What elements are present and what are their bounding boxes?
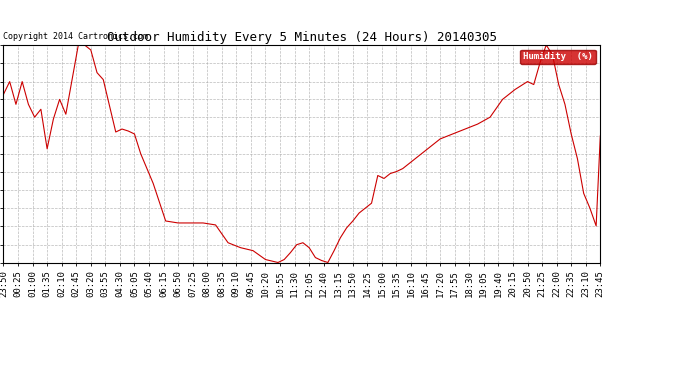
Legend: Humidity  (%): Humidity (%) — [520, 50, 595, 64]
Text: Copyright 2014 Cartronics.com: Copyright 2014 Cartronics.com — [3, 32, 148, 40]
Title: Outdoor Humidity Every 5 Minutes (24 Hours) 20140305: Outdoor Humidity Every 5 Minutes (24 Hou… — [107, 31, 497, 44]
